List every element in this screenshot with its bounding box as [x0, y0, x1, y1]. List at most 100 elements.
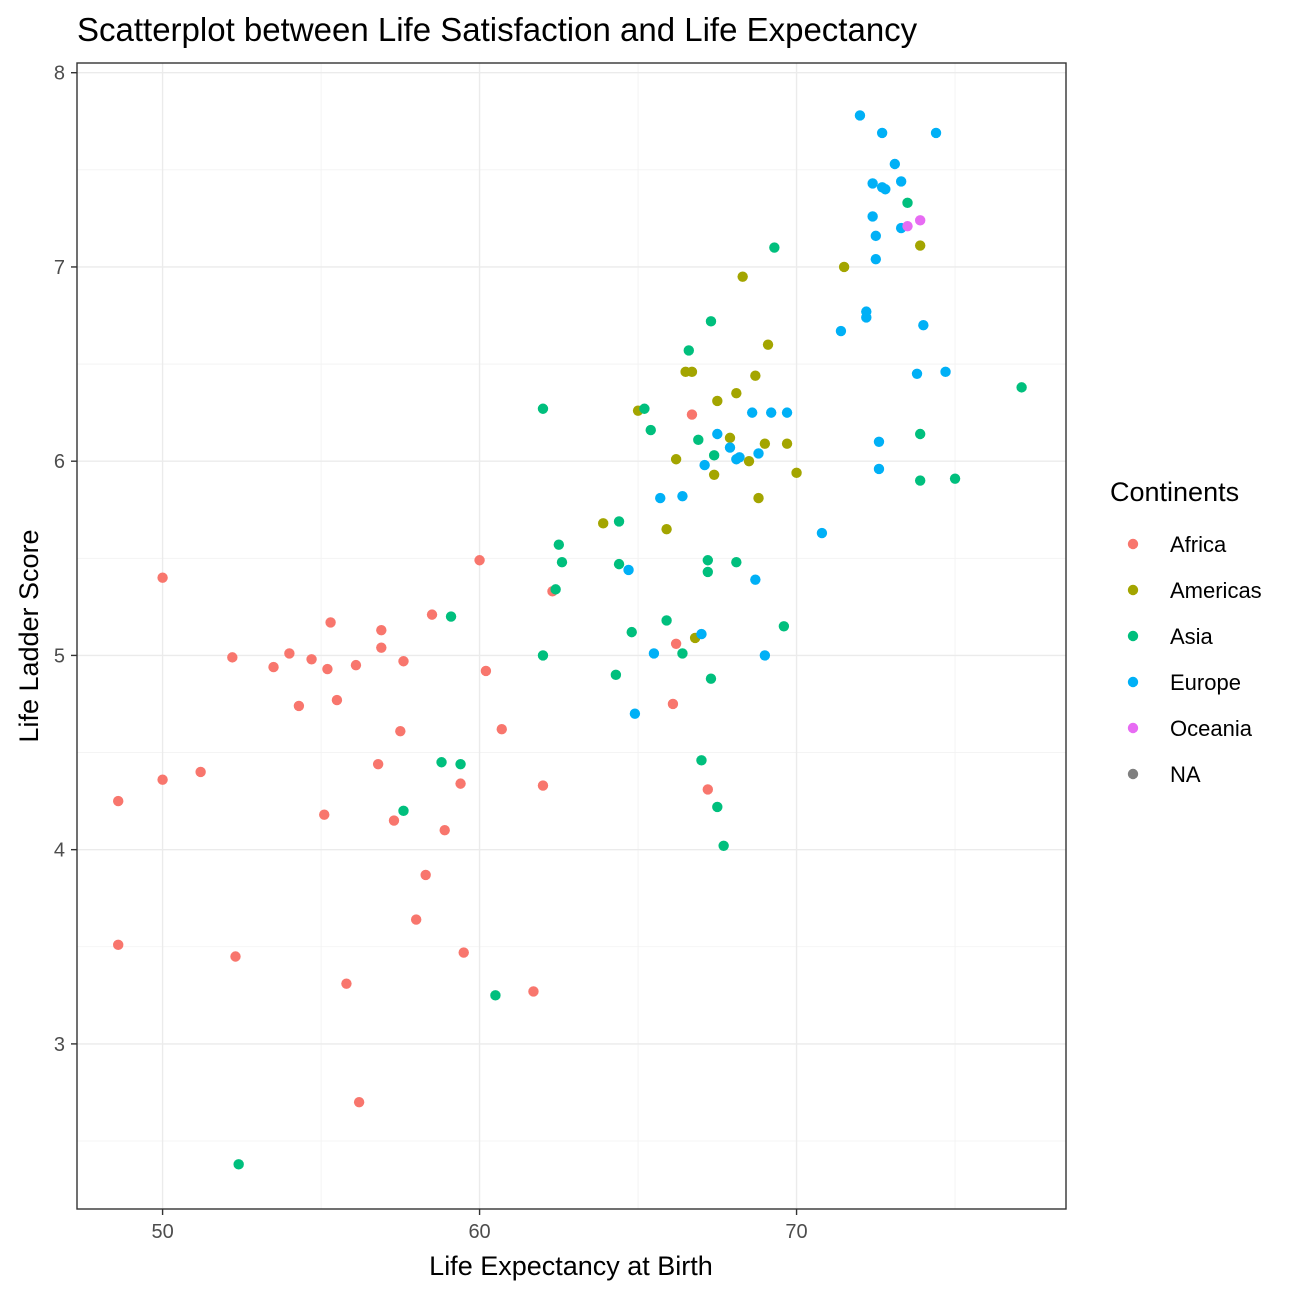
data-point-europe — [870, 253, 882, 265]
data-point-asia — [553, 539, 565, 550]
data-point-asia — [677, 648, 688, 659]
data-point-asia — [556, 556, 568, 568]
data-point-asia — [683, 345, 694, 356]
data-point-africa — [480, 665, 492, 677]
axis-ticks: 50 60 70 3 4 5 6 7 8 — [54, 63, 808, 1243]
data-point-asia — [902, 197, 913, 209]
data-point-africa — [322, 663, 333, 675]
y-axis-title: Life Ladder Score — [14, 529, 44, 742]
data-point-africa — [268, 661, 279, 673]
data-point-africa — [426, 609, 438, 620]
data-point-africa — [670, 638, 682, 649]
data-point-asia — [705, 673, 717, 684]
data-point-europe — [870, 230, 882, 242]
data-point-europe — [876, 127, 888, 139]
data-point-africa — [353, 1096, 365, 1108]
data-point-europe — [629, 708, 641, 719]
y-tick-label: 4 — [54, 840, 65, 862]
data-point-africa — [458, 947, 469, 958]
y-tick-label: 6 — [54, 451, 65, 473]
data-point-asia — [626, 626, 637, 638]
data-point-asia — [731, 556, 742, 568]
data-point-americas — [731, 388, 742, 399]
data-point-africa — [667, 698, 679, 710]
data-point-europe — [781, 407, 793, 418]
data-point-europe — [746, 407, 758, 418]
data-point-asia — [778, 621, 790, 632]
data-point-africa — [341, 978, 352, 989]
data-point-europe — [895, 176, 907, 187]
data-point-europe — [816, 527, 828, 539]
data-point-africa — [293, 700, 305, 712]
x-tick-label: 60 — [468, 1221, 490, 1243]
data-point-africa — [325, 617, 336, 628]
data-point-europe — [861, 312, 872, 323]
data-point-asia — [705, 316, 717, 327]
legend-key-oceania — [1127, 722, 1139, 734]
data-point-europe — [766, 407, 777, 418]
data-point-africa — [113, 939, 124, 951]
data-point-africa — [331, 694, 343, 706]
data-point-americas — [914, 240, 926, 251]
data-point-europe — [835, 325, 847, 337]
data-point-asia — [398, 805, 409, 817]
data-point-asia — [645, 424, 656, 436]
data-point-europe — [854, 110, 866, 121]
data-point-europe — [712, 428, 723, 440]
data-point-americas — [670, 454, 682, 465]
data-point-americas — [708, 469, 720, 480]
data-point-europe — [753, 448, 764, 459]
data-point-africa — [372, 758, 384, 770]
data-point-asia — [914, 428, 926, 440]
data-point-europe — [930, 127, 942, 139]
data-point-americas — [724, 432, 736, 444]
data-point-europe — [724, 442, 736, 453]
data-point-africa — [420, 869, 431, 881]
y-tick-label: 5 — [54, 645, 65, 667]
legend-label: NA — [1170, 762, 1201, 787]
data-point-americas — [737, 271, 748, 282]
data-point-africa — [398, 656, 409, 667]
data-point-europe — [911, 368, 923, 379]
data-point-asia — [610, 669, 622, 681]
data-point-europe — [677, 490, 688, 502]
data-point-africa — [195, 766, 206, 778]
data-point-africa — [410, 914, 422, 925]
data-point-europe — [750, 574, 761, 585]
x-tick-label: 70 — [785, 1221, 807, 1243]
plot-panel-border — [76, 62, 1067, 1210]
legend-key-europe — [1127, 676, 1139, 688]
data-point-africa — [306, 654, 317, 665]
y-tick-label: 7 — [54, 257, 65, 279]
data-point-americas — [750, 370, 761, 381]
data-point-africa — [319, 809, 330, 820]
data-point-asia — [1016, 382, 1027, 393]
data-point-oceania — [902, 220, 913, 232]
data-point-europe — [873, 436, 885, 447]
data-point-asia — [490, 990, 501, 1001]
legend-title: Continents — [1110, 477, 1239, 507]
data-point-europe — [759, 650, 771, 661]
legend-key-na — [1127, 768, 1139, 780]
data-point-asia — [613, 516, 625, 527]
data-point-africa — [157, 572, 168, 583]
data-point-europe — [880, 184, 891, 195]
data-point-oceania — [914, 215, 926, 226]
legend-label: Americas — [1170, 578, 1262, 603]
data-point-americas — [597, 518, 609, 529]
data-point-europe — [867, 178, 878, 189]
data-point-asia — [445, 611, 457, 622]
data-point-africa — [230, 951, 241, 962]
data-point-africa — [227, 652, 238, 663]
data-point-europe — [648, 648, 660, 659]
data-point-asia — [693, 434, 704, 446]
data-point-africa — [350, 659, 362, 671]
data-point-americas — [762, 339, 774, 350]
data-point-africa — [528, 986, 539, 997]
data-point-asia — [550, 584, 561, 595]
data-point-europe — [889, 158, 901, 170]
x-tick-label: 50 — [151, 1221, 173, 1243]
chart-title: Scatterplot between Life Satisfaction an… — [77, 11, 918, 48]
data-point-americas — [686, 366, 698, 378]
